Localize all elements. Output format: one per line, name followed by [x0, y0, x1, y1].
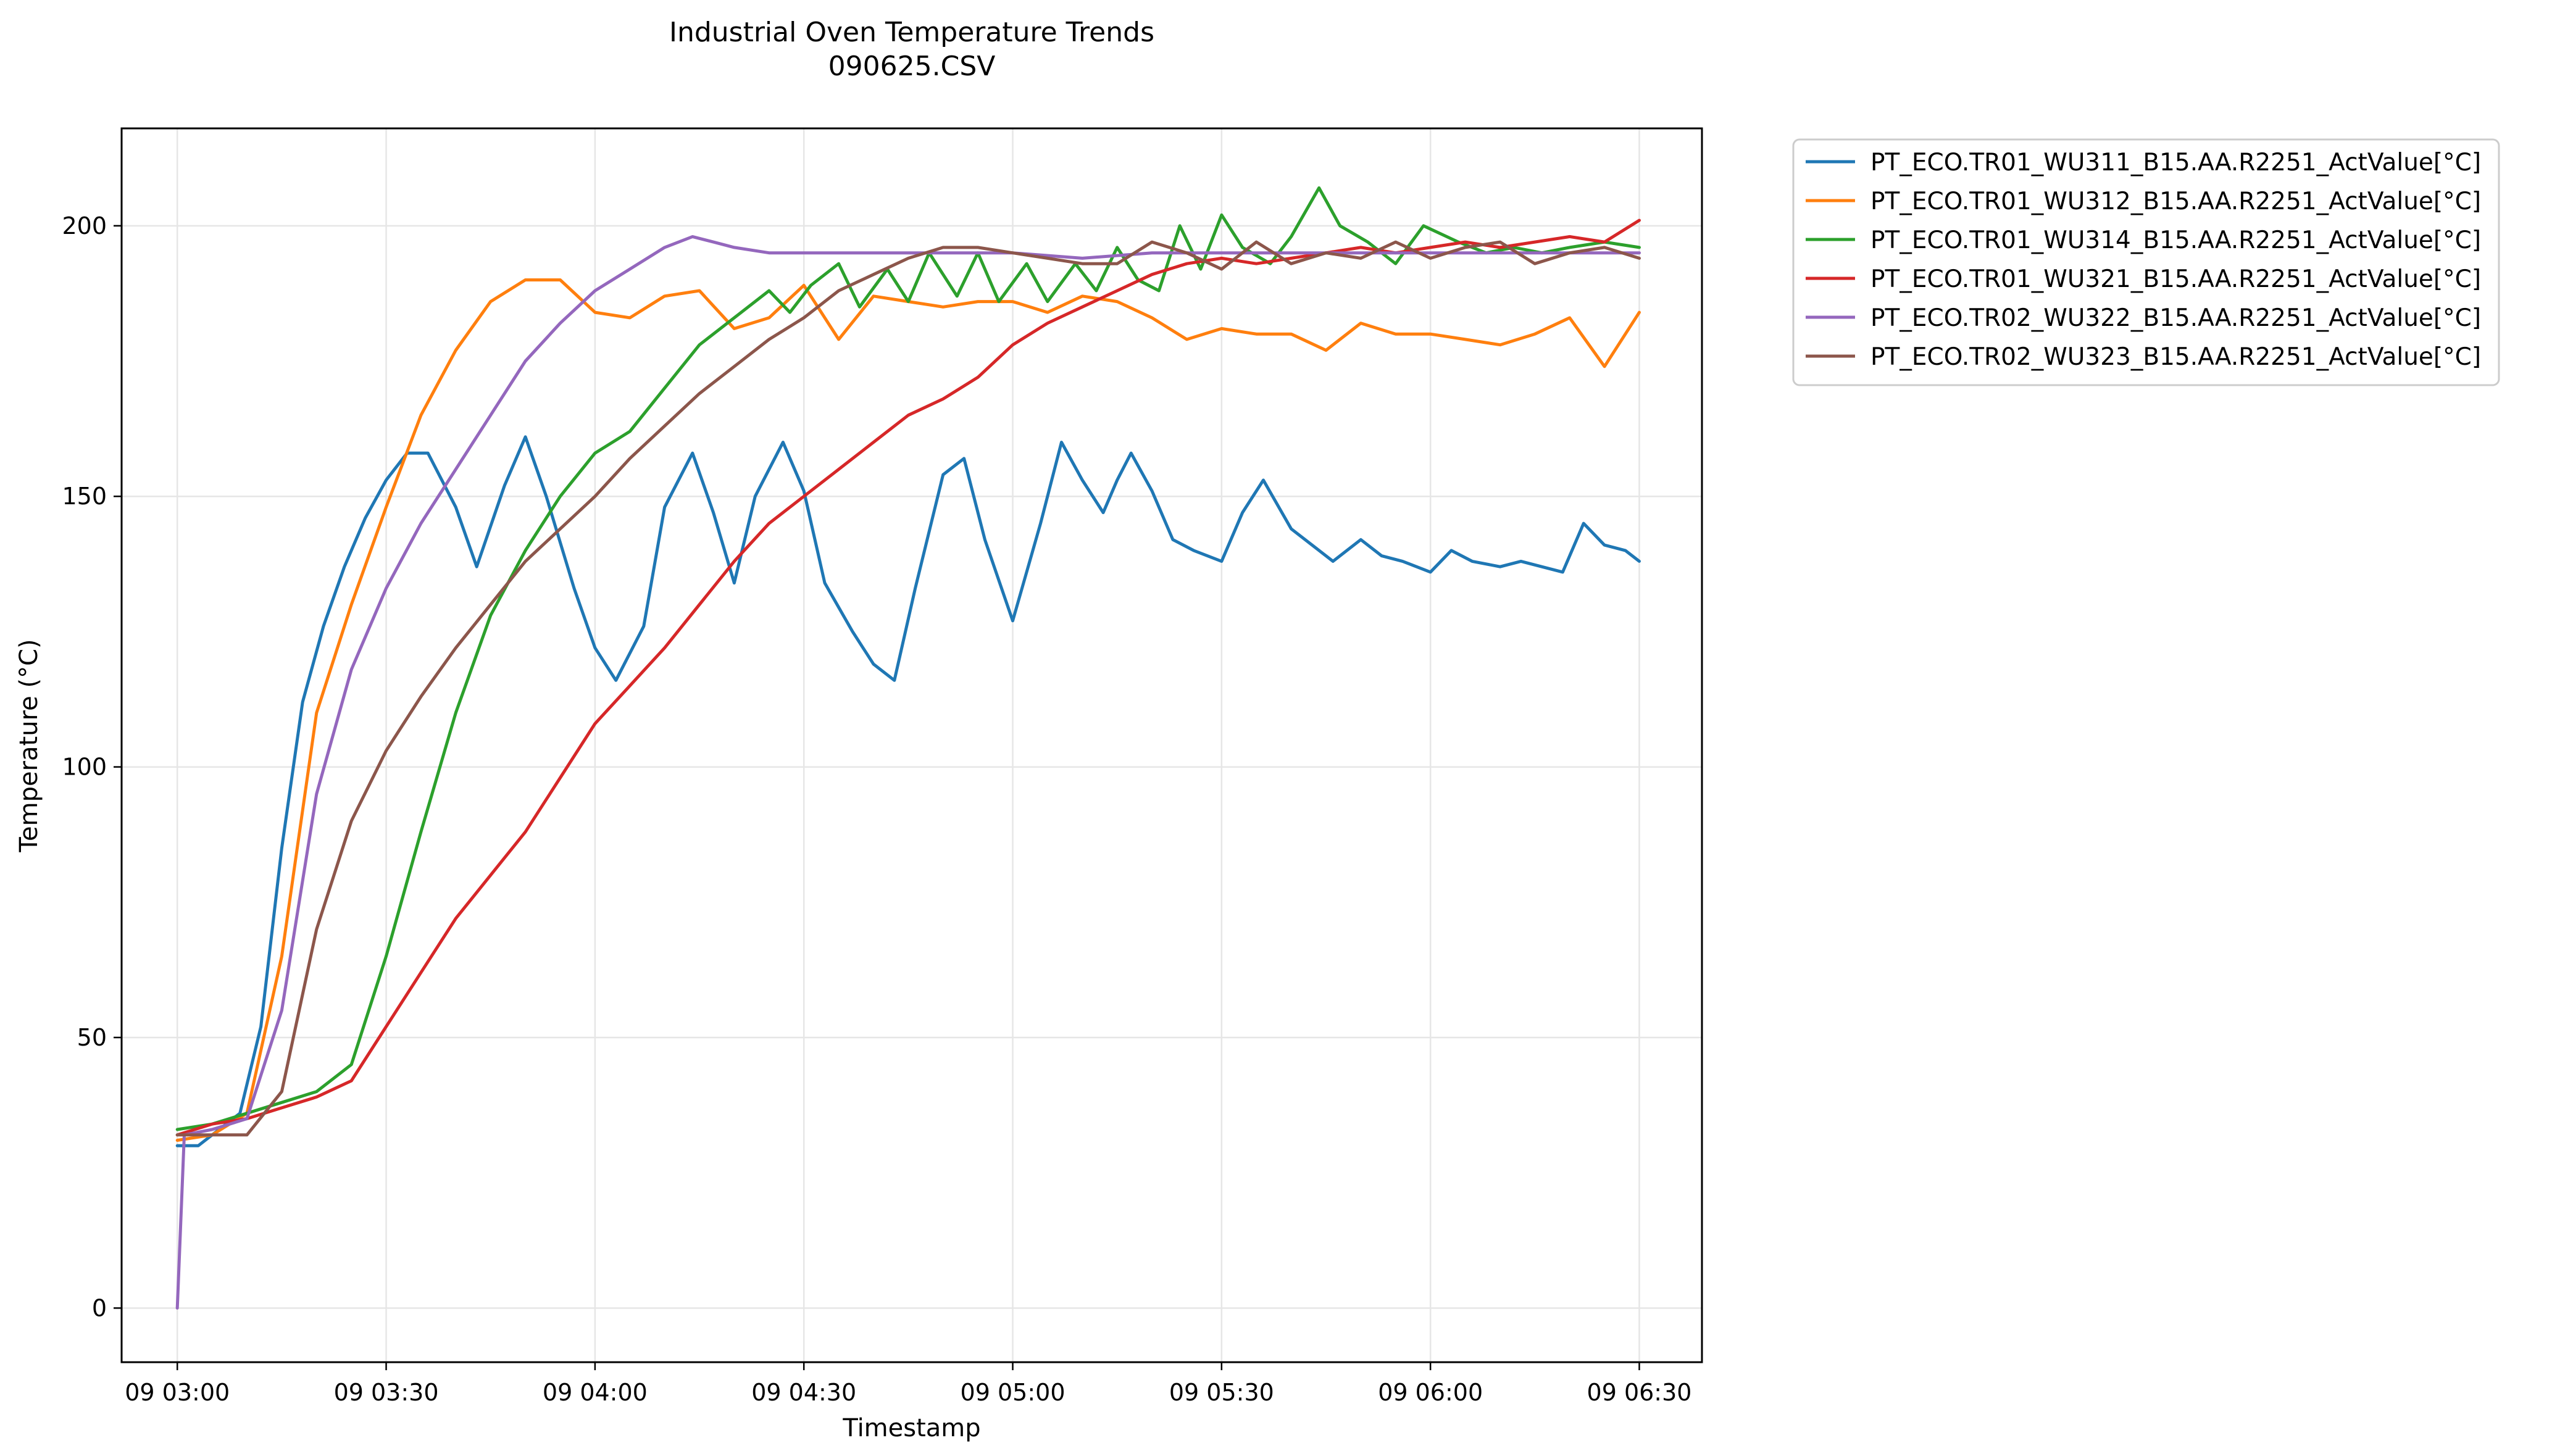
y-tick-label: 100: [62, 754, 107, 781]
x-tick-label: 09 04:30: [751, 1379, 856, 1406]
series-line: [175, 240, 1641, 1137]
x-tick-label: 09 03:00: [125, 1379, 230, 1406]
legend-frame: [1792, 138, 2500, 386]
x-tick-label: 09 03:30: [334, 1379, 439, 1406]
legend-entry: PT_ECO.TR01_WU314_B15.AA.R2251_ActValue[…: [1870, 227, 2481, 254]
x-axis: 09 03:00 09 03:30 09 04:00 09 04:30 09 05:00…: [125, 1362, 1691, 1406]
x-tick-label: 09 05:00: [961, 1379, 1065, 1406]
legend-entry: PT_ECO.TR02_WU323_B15.AA.R2251_ActValue[…: [1870, 343, 2481, 371]
chart-subtitle: 090625.CSV: [828, 51, 996, 82]
y-axis: 0 50 100 150 200: [62, 212, 122, 1321]
plot-frame: [120, 127, 1703, 1363]
chart-title: Industrial Oven Temperature Trends: [669, 17, 1154, 48]
y-tick-label: 200: [62, 212, 107, 239]
legend-entry: PT_ECO.TR01_WU312_B15.AA.R2251_ActValue[…: [1870, 188, 2481, 215]
series-lines: [175, 186, 1641, 1310]
series-line: [175, 235, 1641, 1310]
x-tick-label: 09 06:00: [1378, 1379, 1483, 1406]
x-axis-label: Timestamp: [842, 1414, 980, 1442]
y-tick-label: 50: [77, 1024, 107, 1051]
x-tick-label: 09 04:00: [543, 1379, 648, 1406]
x-tick-label: 09 05:30: [1169, 1379, 1274, 1406]
legend: PT_ECO.TR01_WU311_B15.AA.R2251_ActValue[…: [1792, 138, 2500, 386]
y-tick-label: 0: [92, 1294, 107, 1321]
legend-entry: PT_ECO.TR02_WU322_B15.AA.R2251_ActValue[…: [1870, 304, 2481, 332]
grid-lines: [122, 128, 1702, 1362]
legend-entry: PT_ECO.TR01_WU321_B15.AA.R2251_ActValue[…: [1870, 265, 2481, 293]
x-tick-label: 09 06:30: [1587, 1379, 1692, 1406]
y-axis-label: Temperature (°C): [15, 639, 43, 852]
legend-entry: PT_ECO.TR01_WU311_B15.AA.R2251_ActValue[…: [1870, 149, 2481, 177]
y-tick-label: 150: [62, 483, 107, 510]
